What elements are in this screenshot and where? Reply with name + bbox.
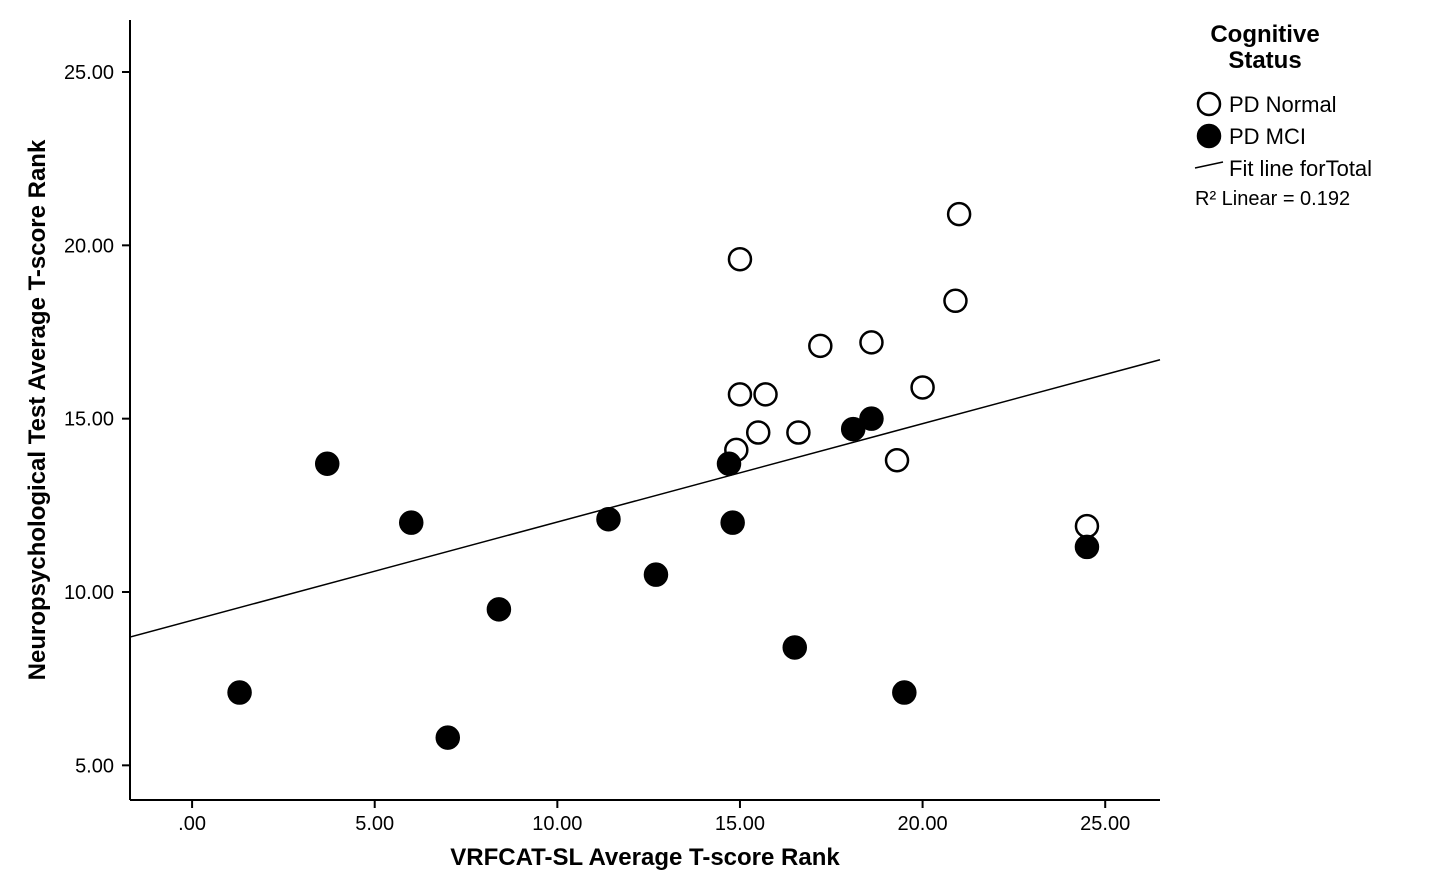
data-point-pd-mci [722, 512, 744, 534]
y-tick-label: 20.00 [64, 235, 114, 257]
legend-title: Cognitive [1210, 21, 1319, 48]
data-point-pd-normal [912, 376, 934, 398]
data-point-pd-normal [809, 335, 831, 357]
scatter-chart: .00 5.00 10.00 15.00 20.00 25.00 5.00 10.00 15.0… [0, 0, 1437, 893]
data-point-pd-mci [645, 564, 667, 586]
x-tick-label: .00 [178, 813, 206, 835]
data-point-pd-normal [860, 331, 882, 353]
data-point-pd-mci [229, 682, 251, 704]
data-point-pd-normal [755, 383, 777, 405]
x-tick-label: 15.00 [715, 813, 765, 835]
data-point-pd-normal [729, 383, 751, 405]
legend-line [1195, 162, 1223, 168]
y-tick-label: 5.00 [75, 755, 114, 777]
data-point-pd-normal [948, 203, 970, 225]
chart-svg: .00 5.00 10.00 15.00 20.00 25.00 5.00 10.00 15.0… [0, 0, 1437, 893]
data-point-pd-normal [747, 422, 769, 444]
x-tick-label: 5.00 [355, 813, 394, 835]
y-tick-label: 15.00 [64, 409, 114, 431]
x-axis-label: VRFCAT-SL Average T-score Rank [450, 844, 840, 871]
r-squared-label: R² Linear = 0.192 [1195, 188, 1350, 210]
data-point-pd-normal [944, 290, 966, 312]
x-tick-label: 25.00 [1080, 813, 1130, 835]
x-tick-label: 20.00 [898, 813, 948, 835]
data-point-pd-mci [860, 408, 882, 430]
legend-label: PD MCI [1229, 124, 1306, 149]
data-point-pd-normal [886, 449, 908, 471]
data-point-pd-mci [400, 512, 422, 534]
legend-label: PD Normal [1229, 92, 1337, 117]
data-point-pd-mci [597, 508, 619, 530]
data-point-pd-mci [1076, 536, 1098, 558]
data-point-pd-normal [1076, 515, 1098, 537]
data-point-pd-mci [488, 598, 510, 620]
y-axis-label: Neuropsychological Test Average T-score … [24, 139, 51, 680]
data-point-pd-mci [718, 453, 740, 475]
data-point-pd-mci [893, 682, 915, 704]
legend-label: Fit line forTotal [1229, 156, 1372, 181]
legend-marker [1198, 125, 1220, 147]
data-point-pd-normal [729, 248, 751, 270]
y-tick-label: 10.00 [64, 582, 114, 604]
x-tick-label: 10.00 [532, 813, 582, 835]
data-point-pd-mci [784, 636, 806, 658]
y-tick-label: 25.00 [64, 62, 114, 84]
legend-marker [1198, 93, 1220, 115]
data-point-pd-mci [316, 453, 338, 475]
data-point-pd-normal [787, 422, 809, 444]
data-point-pd-mci [437, 727, 459, 749]
fit-line [130, 360, 1160, 637]
legend-title: Status [1228, 47, 1301, 74]
